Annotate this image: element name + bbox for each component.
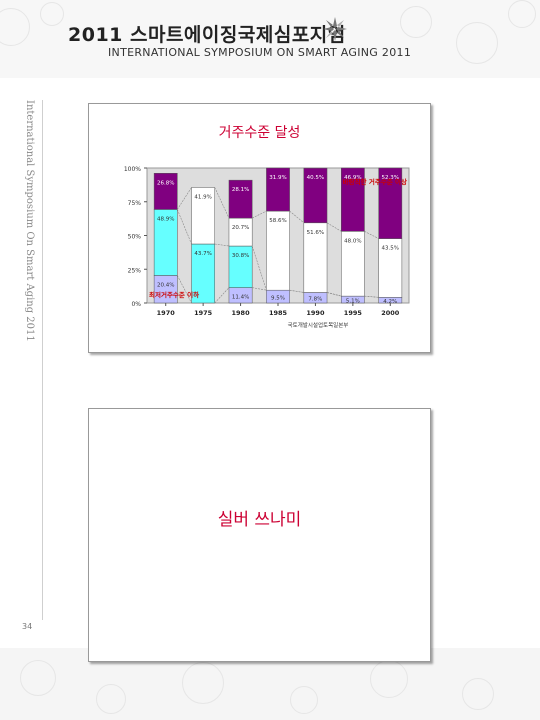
- series-connector: [326, 292, 342, 297]
- slide-title: 거주수준 달성: [218, 125, 301, 141]
- data-label: 58.6%: [269, 218, 286, 224]
- chart-source-note: 국토개발시설업토목일본부: [288, 321, 349, 329]
- data-label: 7.8%: [308, 297, 322, 303]
- decor-circle: [462, 678, 494, 710]
- bar-segment: [266, 167, 290, 212]
- data-label: 41.9%: [194, 194, 211, 200]
- series-connector: [214, 287, 230, 304]
- page-number: 34: [22, 622, 33, 631]
- data-label: 46.9%: [344, 175, 361, 181]
- series-connector: [177, 187, 192, 210]
- data-label: 43.7%: [194, 251, 211, 257]
- annotation-top-right: 바람직한 거주수준 이상: [343, 177, 407, 186]
- bar-segment: [191, 187, 215, 245]
- slide-silver-tsunami: 실버 쓰나미: [88, 408, 431, 662]
- series-connector: [251, 245, 267, 291]
- decor-circle: [370, 660, 408, 698]
- data-label: 5.1%: [346, 299, 360, 305]
- x-tick-label: 1990: [306, 309, 325, 317]
- decor-circle: [96, 684, 126, 714]
- series-connector: [177, 209, 192, 245]
- decor-circle: [456, 22, 498, 64]
- bar-segment: [341, 167, 365, 232]
- slide-housing: 거주수준 달성 0% 25% 50% 75% 100% 20.4% 48.9% 26.8% 19…: [88, 103, 431, 353]
- x-tick-label: 1980: [232, 309, 251, 317]
- x-tick-label: 1995: [344, 309, 363, 317]
- series-connector: [177, 275, 192, 304]
- x-tick-label: 2000: [381, 309, 400, 317]
- series-connector: [214, 187, 230, 219]
- series-connector: [364, 295, 379, 298]
- decor-circle: [508, 0, 536, 28]
- decor-circle: [290, 686, 318, 714]
- stacked-bar-chart: 0% 25% 50% 75% 100% 20.4% 48.9% 26.8% 1970 43.7% 4…: [124, 166, 410, 329]
- data-label: 51.6%: [307, 230, 324, 236]
- data-label: 9.5%: [271, 296, 285, 302]
- decor-circle: [40, 2, 64, 26]
- data-label: 43.5%: [382, 246, 399, 252]
- y-tick-label: 75%: [128, 200, 142, 207]
- decor-circle: [20, 660, 56, 696]
- bar-segment: [303, 167, 328, 224]
- header-band: [0, 0, 540, 78]
- data-label: 20.4%: [157, 282, 174, 288]
- data-label: 4.2%: [383, 299, 397, 305]
- symposium-logo-icon: [323, 17, 347, 41]
- data-label: 52.3%: [382, 175, 399, 181]
- bar-segment: [153, 173, 178, 210]
- side-divider: [42, 100, 43, 620]
- bar-segment: [378, 167, 403, 239]
- x-tick-label: 1985: [269, 309, 288, 317]
- x-tick-label: 1970: [157, 309, 176, 317]
- data-label: 26.8%: [157, 180, 174, 186]
- data-label: 48.0%: [344, 238, 361, 244]
- data-label: 48.9%: [157, 216, 174, 222]
- bar-segment: [228, 179, 253, 219]
- header-title: 2011 스마트에이징국제심포지엄: [68, 24, 346, 46]
- y-tick-label: 25%: [128, 267, 142, 274]
- data-label: 31.9%: [269, 175, 286, 181]
- data-label: 20.7%: [232, 225, 249, 231]
- series-connector: [289, 210, 305, 224]
- data-label: 30.8%: [232, 253, 249, 259]
- series-connector: [252, 210, 267, 219]
- y-tick-label: 50%: [128, 234, 142, 241]
- side-vertical-text: International Symposium On Smart Aging 2…: [24, 100, 35, 342]
- header-subtitle: INTERNATIONAL SYMPOSIUM ON SMART AGING 2…: [108, 46, 412, 59]
- data-label: 40.5%: [307, 175, 324, 181]
- series-connector: [326, 222, 342, 232]
- bar-segment: [228, 217, 253, 247]
- x-tick-label: 1975: [194, 309, 213, 317]
- y-tick-label: 0%: [131, 301, 141, 308]
- y-tick-label: 100%: [124, 166, 141, 173]
- decor-circle: [182, 662, 224, 704]
- data-label: 28.1%: [232, 187, 249, 193]
- series-connector: [289, 289, 304, 293]
- decor-circle: [0, 8, 30, 46]
- data-label: 11.4%: [232, 294, 249, 300]
- series-connector: [252, 287, 267, 291]
- decor-circle: [400, 6, 432, 38]
- annotation-bottom-left: 최저거주수준 이하: [149, 290, 199, 299]
- series-connector: [364, 231, 379, 239]
- series-connector: [214, 243, 230, 247]
- slide-title: 실버 쓰나미: [217, 510, 302, 530]
